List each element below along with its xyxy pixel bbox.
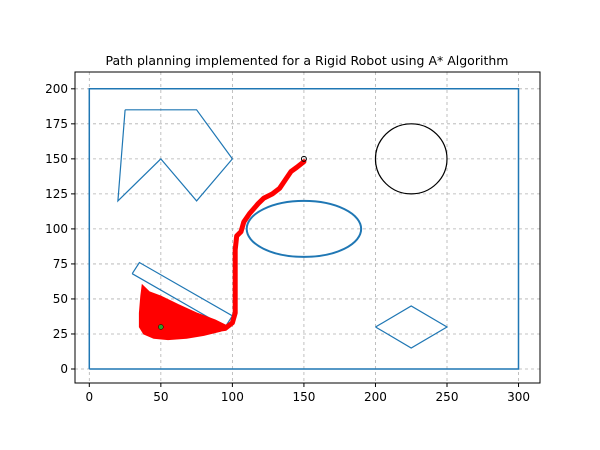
ticks: 0 50 100 150 200 250 300 0 25 50 75 100 125 150 175 200 [45, 82, 530, 404]
obstacles [88, 88, 520, 370]
x-tick-label: 300 [507, 390, 530, 404]
y-tick-label: 0 [60, 362, 68, 376]
y-tick-label: 150 [45, 152, 68, 166]
y-tick-label: 200 [45, 82, 68, 96]
polygon-obstacle [117, 109, 234, 203]
x-tick-label: 250 [436, 390, 459, 404]
y-tick-label: 75 [53, 257, 68, 271]
y-tick-label: 175 [45, 117, 68, 131]
chart-title: Path planning implemented for a Rigid Ro… [106, 53, 509, 68]
y-tick-label: 25 [53, 327, 68, 341]
y-tick-label: 100 [45, 222, 68, 236]
x-tick-label: 50 [153, 390, 168, 404]
rhombus-obstacle [375, 305, 449, 349]
start-marker [158, 324, 164, 330]
boundary-wall [88, 88, 520, 370]
y-tick-label: 50 [53, 292, 68, 306]
plot-frame [74, 71, 541, 384]
x-tick-label: 200 [364, 390, 387, 404]
markers [158, 155, 307, 330]
grid [75, 72, 540, 383]
goal-marker [300, 155, 307, 162]
path-layer [158, 159, 307, 333]
x-tick-label: 100 [221, 390, 244, 404]
x-tick-label: 150 [292, 390, 315, 404]
planned-path [158, 159, 307, 333]
x-tick-label: 0 [85, 390, 93, 404]
y-tick-label: 125 [45, 187, 68, 201]
circle-obstacle [374, 123, 448, 195]
ellipse-obstacle [245, 199, 363, 258]
